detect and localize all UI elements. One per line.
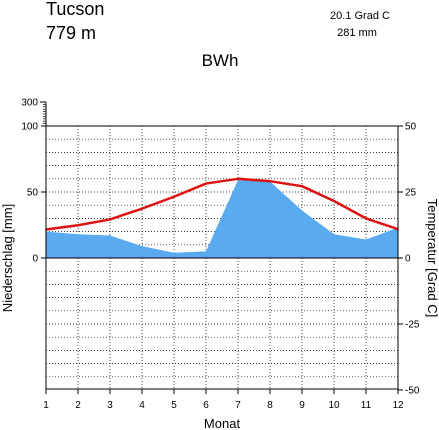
y-axis-left-label: Niederschlag [mm] [0,204,15,312]
y-axis-right-label: Temperatur [Grad C] [425,199,439,318]
temperature-point [269,180,271,182]
temperature-point [365,217,367,220]
precipitation-point [205,250,207,252]
left-tick-label: 100 [21,122,38,133]
x-tick-label: 8 [267,400,273,411]
x-tick-label: 3 [107,400,113,411]
precipitation-layer [45,179,399,258]
temperature-point [237,178,239,180]
mean-temperature: 20.1 Grad C [330,10,390,22]
x-tick-label: 2 [75,400,81,411]
temperature-point [77,224,79,227]
right-tick-label: -50 [405,386,420,397]
right-tick-label: 50 [405,122,417,133]
precipitation-point [365,238,367,241]
x-tick-label: 11 [361,400,372,411]
x-tick-label: 4 [139,400,145,411]
x-tick-label: 5 [171,400,177,411]
precipitation-point [77,233,79,235]
temperature-point [333,200,335,202]
temperature-point [173,195,175,198]
x-axis-label: Monat [204,416,241,430]
x-tick-label: 9 [299,400,305,411]
x-tick-label: 12 [392,400,404,411]
right-tick-label: -25 [405,320,420,331]
axes [40,101,403,394]
precipitation-point [301,209,303,212]
temperature-point [301,185,303,187]
left-tick-label: 300 [21,98,38,109]
left-tick-label: 0 [32,254,38,265]
temperature-point [205,182,207,185]
temperature-line [45,177,399,231]
temperature-point [109,218,111,221]
temperature-point [141,207,143,210]
precipitation-point [141,245,143,247]
x-tick-label: 10 [328,400,340,411]
x-tick-label: 7 [235,400,241,411]
grid-lines [46,126,398,389]
x-tick-label: 1 [43,400,49,411]
right-tick-label: 0 [405,254,411,265]
precipitation-point [109,234,111,237]
climate-classification: BWh [202,51,239,70]
x-tick-label: 6 [203,400,209,411]
station-elevation: 779 m [46,23,96,43]
precipitation-point [173,252,175,254]
annual-precipitation: 281 mm [337,27,377,39]
left-tick-label: 50 [27,188,39,199]
precipitation-area [46,180,398,258]
station-name: Tucson [46,0,104,19]
right-tick-label: 25 [405,188,417,199]
precipitation-point [333,233,335,235]
